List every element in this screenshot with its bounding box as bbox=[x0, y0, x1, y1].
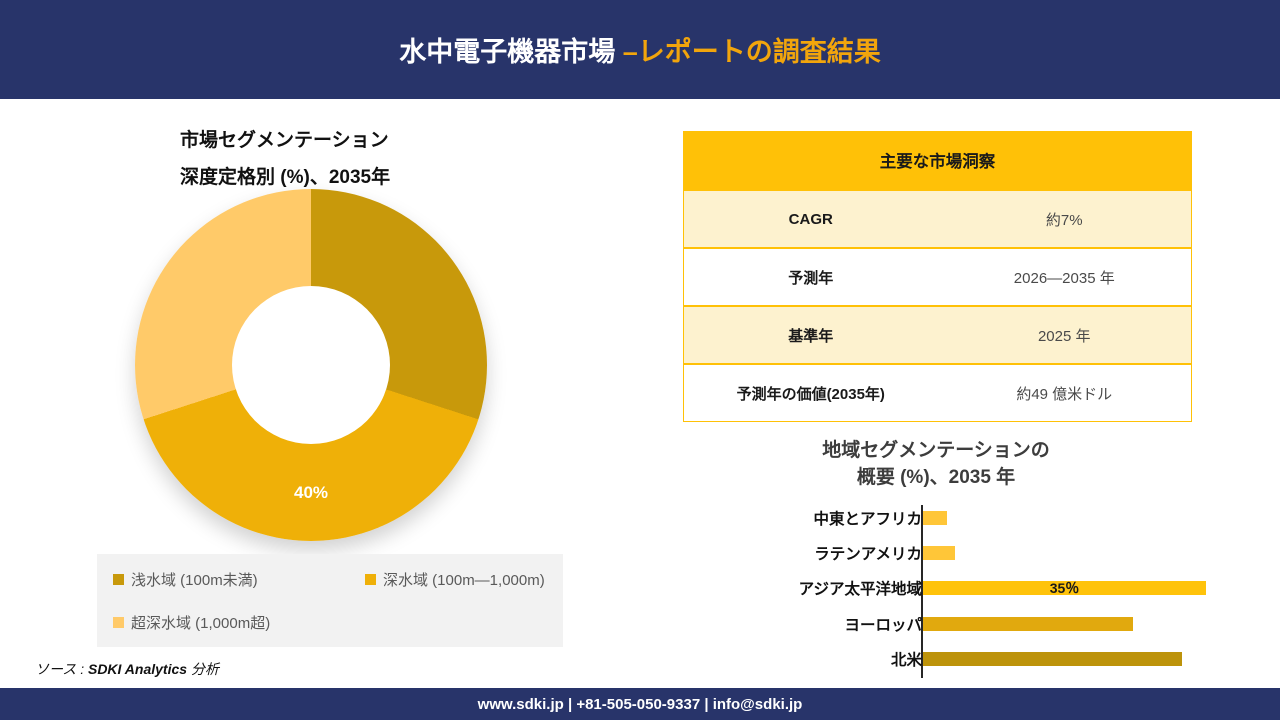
donut-hole bbox=[232, 286, 390, 444]
table-row: 基準年 2025 年 bbox=[684, 305, 1191, 363]
row-value: 2025 年 bbox=[1037, 327, 1091, 345]
row-value: 約49 億米ドル bbox=[1016, 385, 1113, 403]
legend-item: 深水域 (100m—1,000m) bbox=[365, 569, 545, 590]
region-bar-row: 北米 bbox=[766, 651, 1236, 669]
source-suffix: 分析 bbox=[187, 661, 219, 677]
footer-contact-text: www.sdki.jp | +81-505-050-9337 | info@sd… bbox=[477, 695, 803, 713]
legend-swatch-shallow bbox=[113, 574, 124, 585]
bar-chart-title-line2: 概要 (%)、2035 年 bbox=[856, 467, 1016, 488]
legend-swatch-deep bbox=[365, 574, 376, 585]
row-label: 基準年 bbox=[788, 327, 834, 345]
donut-legend: 浅水域 (100m未満) 深水域 (100m—1,000m) 超深水域 (1,0… bbox=[97, 554, 563, 647]
row-label: 予測年 bbox=[788, 269, 834, 287]
bar-value-label: 35％ bbox=[1049, 580, 1080, 596]
source-prefix: ソース : bbox=[35, 661, 88, 677]
legend-label: 浅水域 (100m未満) bbox=[131, 572, 258, 589]
region-bar-row: 中東とアフリカ bbox=[766, 511, 1236, 528]
footer-bar: www.sdki.jp | +81-505-050-9337 | info@sd… bbox=[0, 688, 1280, 720]
region-bar bbox=[923, 511, 948, 525]
region-bar-row: ラテンアメリカ bbox=[766, 546, 1236, 563]
row-value: 約7% bbox=[1045, 211, 1083, 229]
bar-chart-title-line1: 地域セグメンテーションの bbox=[822, 440, 1050, 461]
legend-label: 深水域 (100m—1,000m) bbox=[383, 572, 545, 589]
region-bar bbox=[923, 616, 1134, 631]
depth-donut-chart: 40% bbox=[135, 189, 487, 541]
page-title: 水中電子機器市場 –レポートの調査結果 bbox=[399, 30, 881, 69]
region-bar: 35％ bbox=[923, 580, 1206, 596]
table-row: CAGR 約7% bbox=[684, 189, 1191, 247]
region-bar-row: ヨーロッパ bbox=[766, 616, 1236, 634]
page-title-main: 水中電子機器市場 bbox=[399, 37, 623, 67]
legend-label: 超深水域 (1,000m超) bbox=[131, 615, 271, 632]
bar-category-label: 北米 bbox=[890, 651, 922, 669]
region-bar-chart: 中東とアフリカ ラテンアメリカ アジア太平洋地域 35％ ヨーロッパ 北米 bbox=[766, 505, 1236, 680]
bar-category-label: 中東とアフリカ bbox=[813, 511, 922, 528]
bar-chart-title: 地域セグメンテーションの 概要 (%)、2035 年 bbox=[701, 437, 1171, 491]
source-company: SDKI Analytics bbox=[87, 661, 188, 677]
header-bar: 水中電子機器市場 –レポートの調査結果 bbox=[0, 0, 1280, 99]
table-header: 主要な市場洞察 bbox=[684, 131, 1191, 189]
table-row: 予測年 2026—2035 年 bbox=[684, 247, 1191, 305]
legend-item: 浅水域 (100m未満) bbox=[113, 569, 258, 590]
bar-category-label: ラテンアメリカ bbox=[814, 546, 922, 563]
region-bar bbox=[923, 651, 1182, 666]
donut-chart-title-line2: 深度定格別 (%)、2035年 bbox=[180, 167, 391, 188]
source-note: ソース : SDKI Analytics 分析 bbox=[35, 659, 219, 679]
donut-chart-title-line1: 市場セグメンテーション bbox=[180, 130, 389, 151]
bar-category-label: ヨーロッパ bbox=[844, 616, 922, 634]
region-bar bbox=[923, 546, 956, 560]
row-value: 2026—2035 年 bbox=[1013, 269, 1115, 287]
table-row: 予測年の価値(2035年) 約49 億米ドル bbox=[684, 363, 1191, 421]
page-title-accent: –レポートの調査結果 bbox=[622, 37, 881, 67]
region-bar-row: アジア太平洋地域 35％ bbox=[766, 580, 1236, 598]
row-label: CAGR bbox=[788, 210, 833, 228]
bar-category-label: アジア太平洋地域 bbox=[798, 581, 922, 598]
donut-data-label: 40% bbox=[293, 483, 329, 503]
y-axis-line bbox=[921, 505, 923, 678]
market-insights-table: 主要な市場洞察 CAGR 約7% 予測年 2026—2035 年 基準年 202… bbox=[683, 131, 1192, 422]
legend-swatch-ultradeep bbox=[113, 617, 124, 628]
legend-item: 超深水域 (1,000m超) bbox=[113, 612, 270, 633]
row-label: 予測年の価値(2035年) bbox=[736, 385, 885, 403]
donut-chart-title: 市場セグメンテーション 深度定格別 (%)、2035年 bbox=[180, 122, 390, 196]
